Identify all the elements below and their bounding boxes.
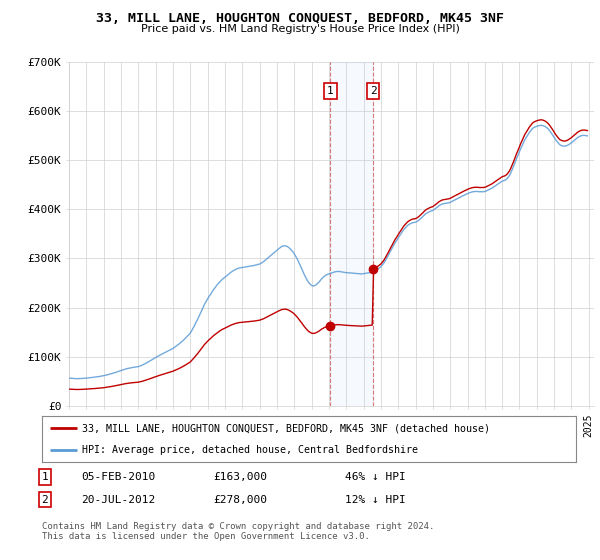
Text: 46% ↓ HPI: 46% ↓ HPI <box>345 472 406 482</box>
Text: Contains HM Land Registry data © Crown copyright and database right 2024.
This d: Contains HM Land Registry data © Crown c… <box>42 522 434 542</box>
Text: 33, MILL LANE, HOUGHTON CONQUEST, BEDFORD, MK45 3NF (detached house): 33, MILL LANE, HOUGHTON CONQUEST, BEDFOR… <box>82 423 490 433</box>
Text: 05-FEB-2010: 05-FEB-2010 <box>81 472 155 482</box>
Text: HPI: Average price, detached house, Central Bedfordshire: HPI: Average price, detached house, Cent… <box>82 445 418 455</box>
Text: £163,000: £163,000 <box>213 472 267 482</box>
Text: 2: 2 <box>41 494 49 505</box>
Bar <box>331 62 373 406</box>
Text: Price paid vs. HM Land Registry's House Price Index (HPI): Price paid vs. HM Land Registry's House … <box>140 24 460 34</box>
Text: 2: 2 <box>370 86 376 96</box>
Text: 20-JUL-2012: 20-JUL-2012 <box>81 494 155 505</box>
Text: £278,000: £278,000 <box>213 494 267 505</box>
Text: 33, MILL LANE, HOUGHTON CONQUEST, BEDFORD, MK45 3NF: 33, MILL LANE, HOUGHTON CONQUEST, BEDFOR… <box>96 12 504 25</box>
Text: 1: 1 <box>327 86 334 96</box>
Text: 12% ↓ HPI: 12% ↓ HPI <box>345 494 406 505</box>
Text: 1: 1 <box>41 472 49 482</box>
